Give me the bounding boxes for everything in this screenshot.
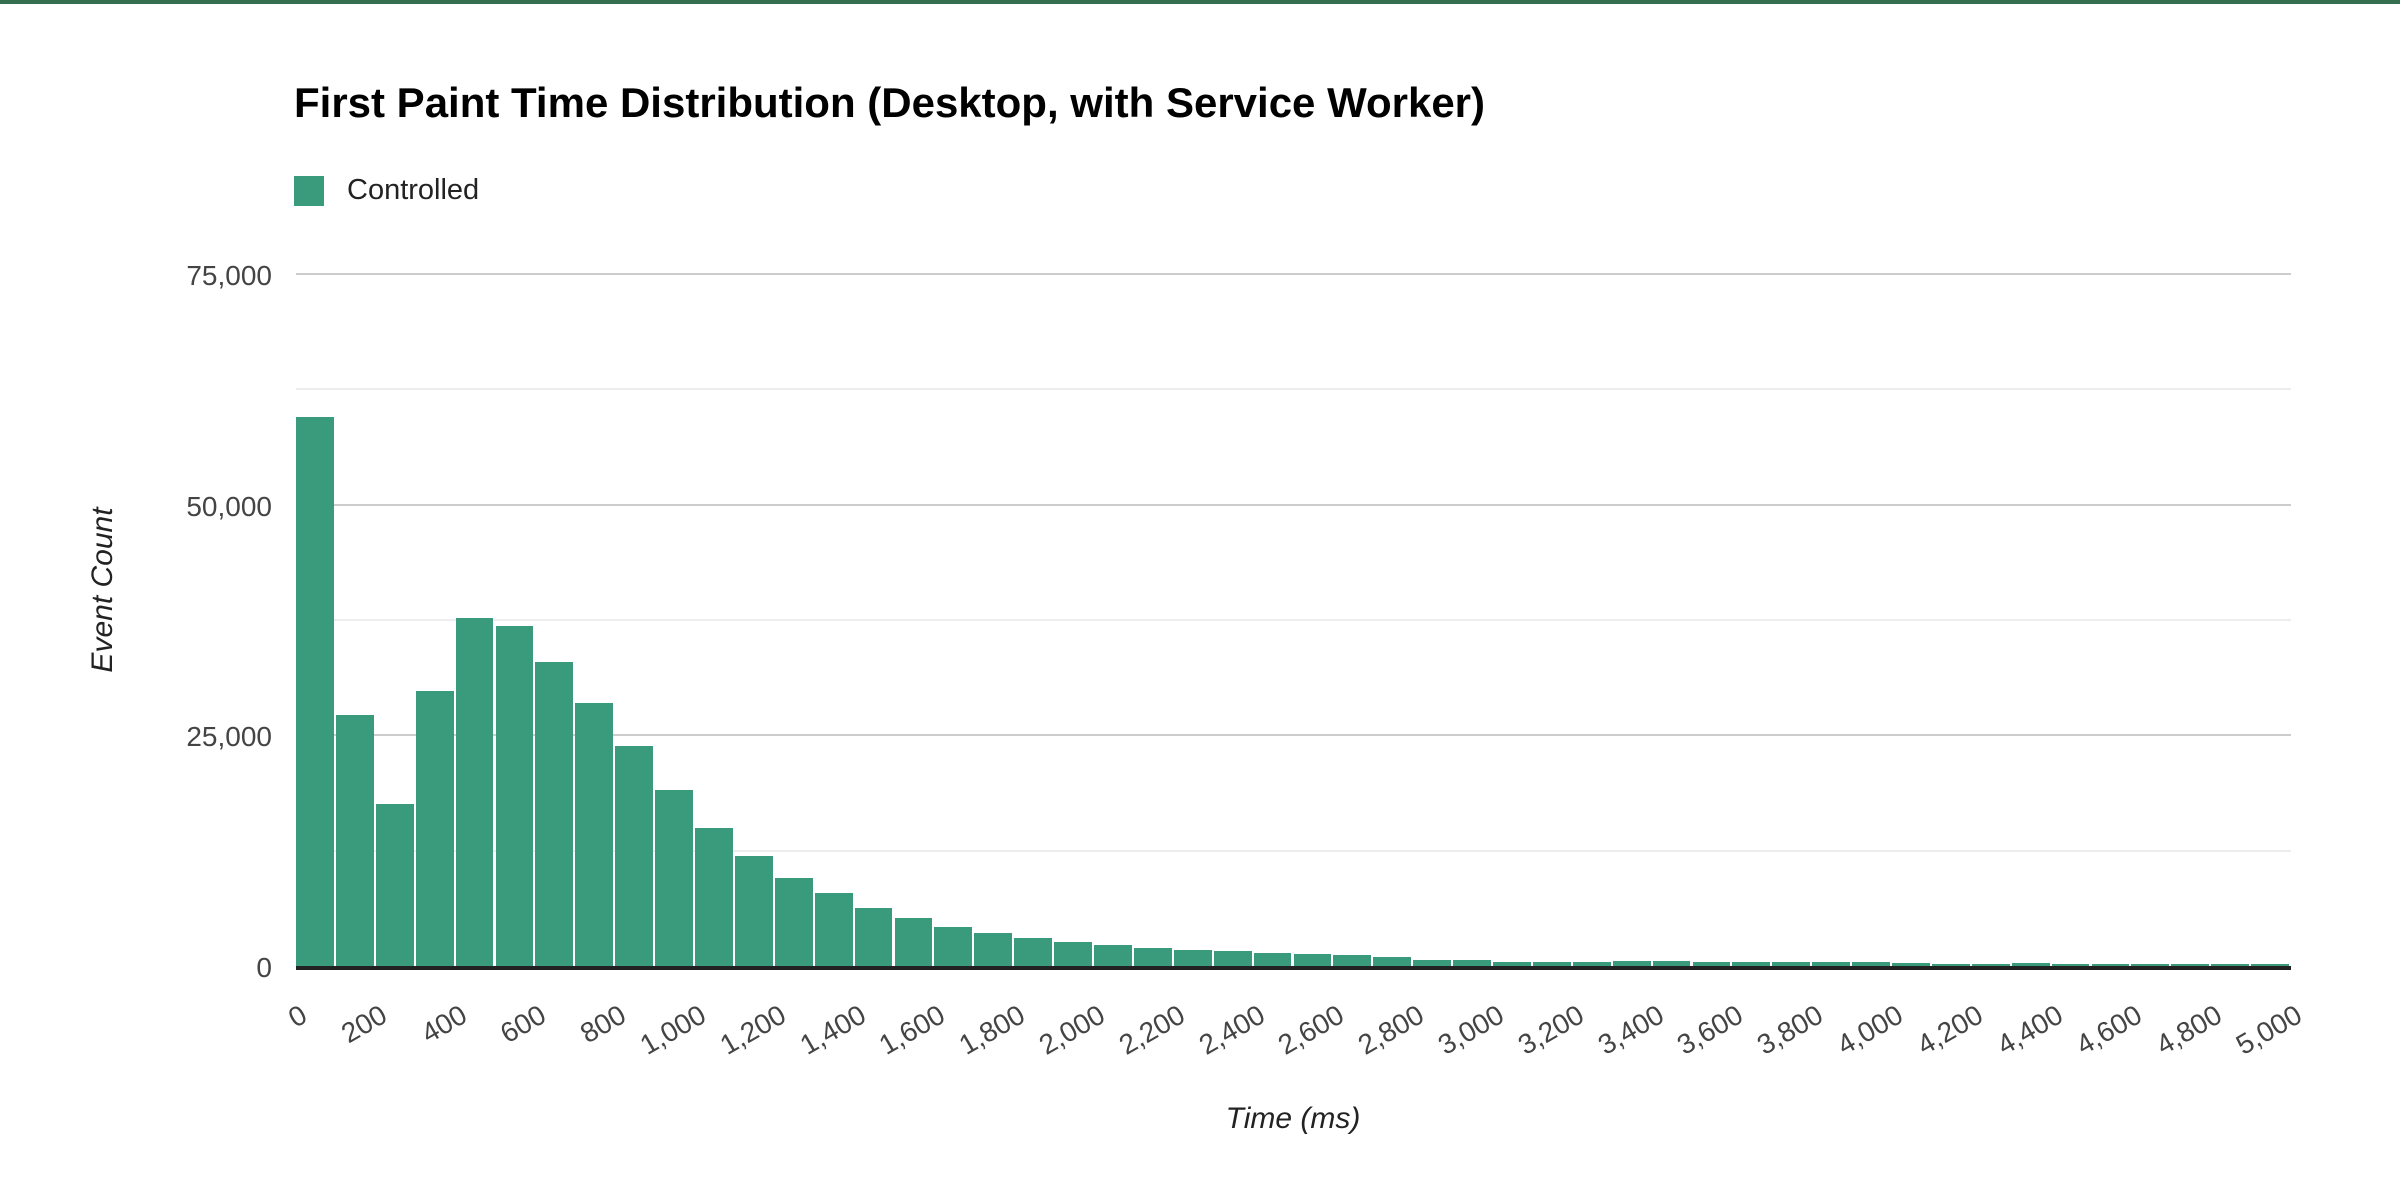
major-gridline — [296, 503, 2291, 506]
legend-swatch — [294, 175, 324, 206]
histogram-bar[interactable] — [1453, 960, 1491, 966]
histogram-bar[interactable] — [1373, 957, 1412, 966]
x-axis-line — [296, 966, 2291, 970]
histogram-bar[interactable] — [575, 703, 614, 966]
histogram-bar[interactable] — [2251, 964, 2289, 966]
histogram-bar[interactable] — [1253, 952, 1292, 966]
histogram-bar[interactable] — [495, 626, 534, 966]
histogram-bar[interactable] — [1014, 938, 1053, 966]
major-gridline — [296, 734, 2291, 737]
legend-label: Controlled — [347, 174, 480, 206]
minor-gridline — [296, 619, 2291, 621]
histogram-bar[interactable] — [2011, 962, 2050, 966]
x-axis-title: Time (ms) — [1225, 1102, 1361, 1135]
histogram-bar[interactable] — [1892, 963, 1930, 966]
histogram-bar[interactable] — [615, 746, 654, 966]
histogram-bar[interactable] — [894, 918, 933, 966]
page-top-border — [0, 0, 2400, 4]
histogram-bar[interactable] — [854, 907, 893, 966]
histogram-bar[interactable] — [1173, 949, 1212, 966]
histogram-bar[interactable] — [2051, 964, 2090, 966]
histogram-bar[interactable] — [1054, 942, 1092, 966]
histogram-bar[interactable] — [814, 893, 853, 966]
histogram-bar[interactable] — [2171, 964, 2210, 966]
histogram-bar[interactable] — [1772, 962, 1811, 966]
histogram-bar[interactable] — [774, 878, 813, 966]
histogram-bar[interactable] — [1293, 954, 1332, 966]
histogram-bar[interactable] — [1333, 955, 1372, 966]
histogram-bar[interactable] — [1652, 961, 1691, 966]
histogram-bar[interactable] — [1812, 962, 1851, 966]
histogram-bar[interactable] — [1572, 962, 1611, 966]
histogram-bar[interactable] — [1931, 964, 1970, 966]
histogram-bar[interactable] — [2211, 964, 2250, 966]
histogram-bar[interactable] — [1213, 951, 1252, 966]
histogram-bar[interactable] — [1612, 961, 1651, 966]
y-tick-label: 75,000 — [186, 260, 272, 291]
chart-title: First Paint Time Distribution (Desktop, … — [294, 79, 1486, 126]
y-tick-label: 0 — [256, 952, 272, 983]
histogram-bar[interactable] — [1413, 960, 1452, 966]
histogram-bar[interactable] — [974, 932, 1013, 966]
histogram-bar[interactable] — [1852, 962, 1890, 966]
histogram-bar[interactable] — [375, 803, 414, 966]
y-axis-title: Event Count — [86, 507, 119, 673]
histogram-bar[interactable] — [1532, 962, 1571, 966]
histogram-bar[interactable] — [934, 927, 973, 966]
major-gridline — [296, 273, 2291, 275]
histogram-bar[interactable] — [1133, 948, 1172, 966]
histogram-bar[interactable] — [415, 691, 454, 966]
histogram-bar[interactable] — [535, 661, 574, 966]
legend: Controlled — [294, 174, 479, 207]
histogram-bar[interactable] — [695, 827, 733, 966]
histogram-bar[interactable] — [296, 417, 334, 966]
histogram-bar[interactable] — [1971, 964, 2010, 966]
histogram-bar[interactable] — [1732, 962, 1771, 966]
minor-gridline — [296, 388, 2291, 391]
histogram-bar[interactable] — [335, 715, 374, 966]
histogram-bar[interactable] — [1094, 945, 1132, 966]
y-tick-label: 50,000 — [186, 490, 272, 522]
histogram-bar[interactable] — [655, 789, 693, 966]
histogram-bar[interactable] — [1692, 962, 1731, 966]
histogram-bar[interactable] — [734, 856, 773, 966]
histogram-bar[interactable] — [2131, 964, 2170, 966]
histogram-bar[interactable] — [1493, 962, 1531, 966]
y-tick-label: 25,000 — [186, 721, 272, 753]
minor-gridline — [296, 849, 2291, 852]
histogram-bar[interactable] — [455, 618, 494, 966]
histogram-bar[interactable] — [2091, 964, 2130, 966]
